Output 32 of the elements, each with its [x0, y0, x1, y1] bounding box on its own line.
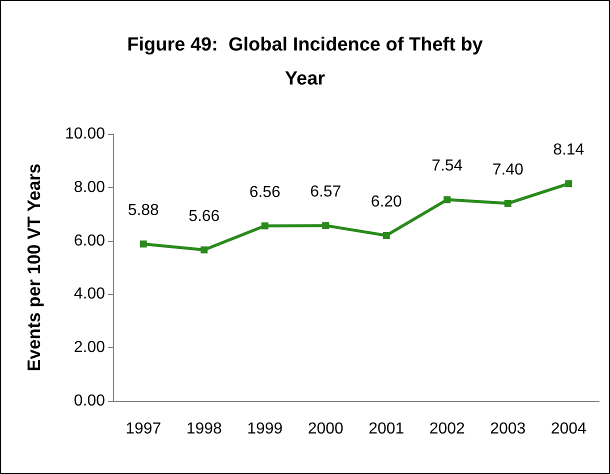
y-axis-title: Events per 100 VT Years	[24, 164, 44, 372]
point	[504, 200, 512, 207]
point	[261, 222, 268, 230]
data-label: 7.40	[492, 161, 524, 178]
y-tick-label: 8.00	[74, 178, 106, 196]
data-label: 8.14	[553, 142, 584, 159]
y-tick-label: 4.00	[74, 286, 106, 303]
chart-title: Figure 49: Global Incidence of Theft by Year	[127, 34, 484, 90]
data-label: 5.88	[128, 202, 160, 220]
x-tick-label: 2001	[368, 420, 404, 438]
x-tick-label: 2004	[550, 420, 587, 438]
data-label: 7.54	[432, 158, 463, 175]
point	[382, 232, 390, 239]
x-tick-label: 2003	[490, 420, 526, 438]
point	[140, 240, 147, 248]
x-tick-label: 1999	[247, 420, 283, 438]
x-tick-label: 2002	[429, 420, 466, 438]
y-tick-label: 10.00	[64, 126, 106, 142]
point	[200, 246, 208, 254]
x-tick-label: 1998	[186, 420, 222, 438]
y-tick-label: 0.00	[74, 392, 106, 410]
y-tick-label: 2.00	[74, 339, 106, 356]
data-label: 6.20	[370, 193, 402, 210]
point	[565, 180, 572, 188]
point	[444, 196, 451, 204]
point	[322, 222, 330, 230]
data-label: 6.56	[249, 184, 281, 201]
x-tick-label: 2000	[308, 420, 344, 438]
data-label: 5.66	[188, 208, 220, 225]
x-tick-label: 1997	[126, 420, 162, 438]
data-label: 6.57	[310, 184, 342, 201]
y-tick-label: 6.00	[74, 232, 106, 250]
